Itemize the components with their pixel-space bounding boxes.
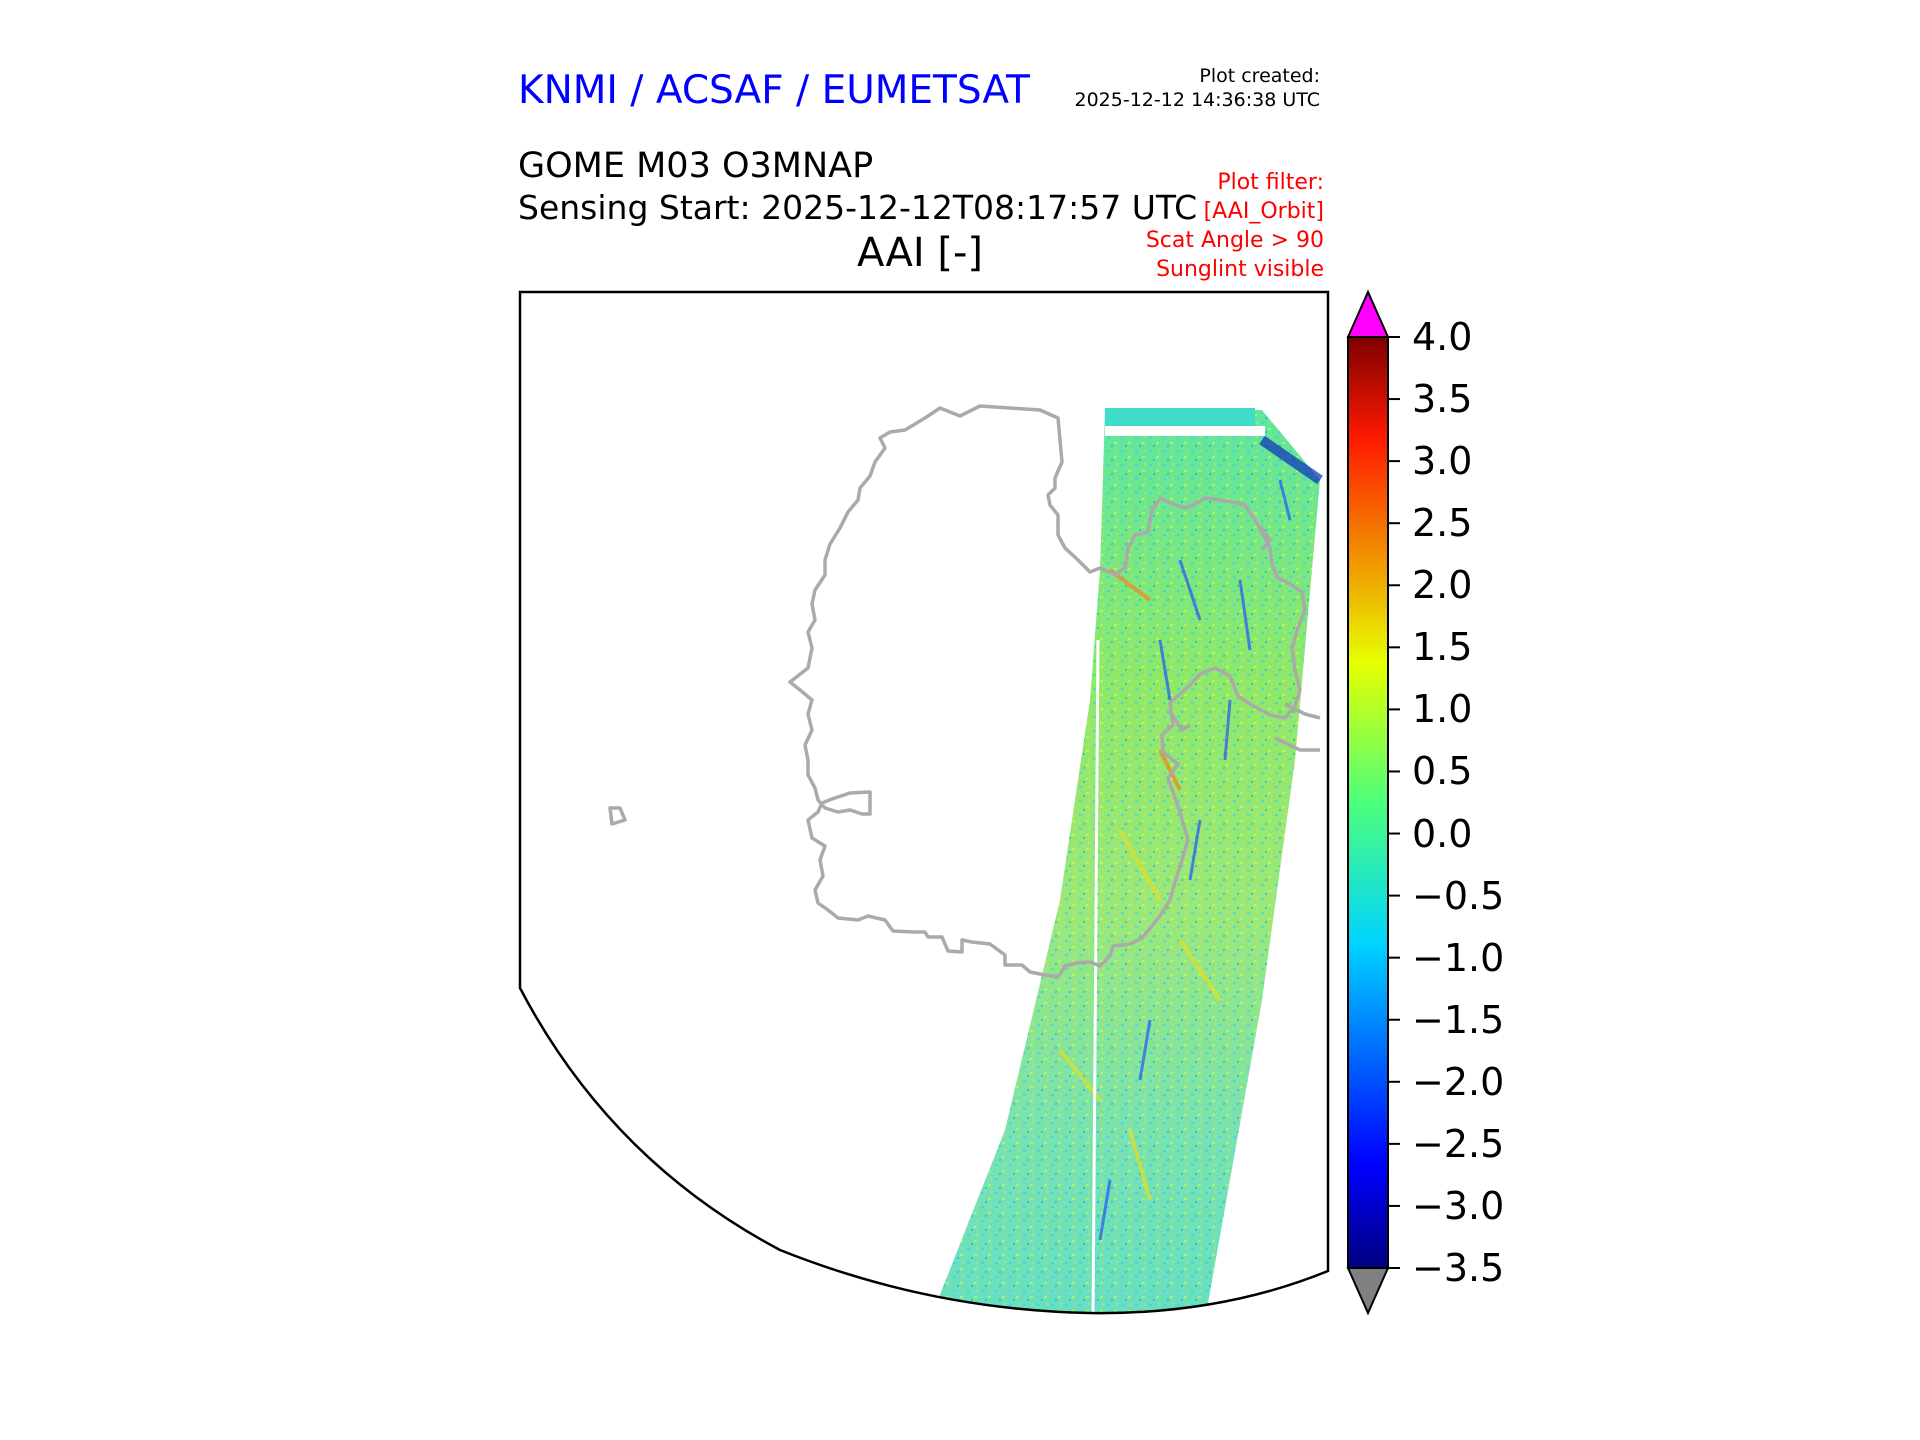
- colorbar-tick-label: −2.0: [1412, 1059, 1505, 1104]
- colorbar-tick-label: 3.0: [1412, 439, 1473, 484]
- plot-filter-line: [AAI_Orbit]: [1203, 199, 1324, 224]
- colorbar-tick-label: 1.0: [1412, 687, 1473, 732]
- colorbar-tick-label: 4.0: [1412, 315, 1473, 359]
- plot-created-time: 2025-12-12 14:36:38 UTC: [1074, 89, 1321, 111]
- colorbar-tick-label: −1.5: [1412, 997, 1505, 1042]
- colorbar-tick-label: −0.5: [1412, 873, 1505, 918]
- sensing-start: Sensing Start: 2025-12-12T08:17:57 UTC: [518, 188, 1198, 227]
- colorbar-tick-label: 3.5: [1412, 377, 1473, 422]
- colorbar-over-triangle: [1346, 289, 1390, 338]
- colorbar-tick-label: 2.0: [1412, 563, 1473, 608]
- organization-title: KNMI / ACSAF / EUMETSAT: [518, 68, 1030, 113]
- variable-title: AAI [-]: [857, 230, 983, 276]
- colorbar-tick-label: 2.5: [1412, 501, 1473, 546]
- map-frame: [518, 290, 1330, 1315]
- colorbar-tick-label: −3.5: [1412, 1246, 1505, 1290]
- plot-filter-line: Sunglint visible: [1156, 257, 1324, 282]
- product-name: GOME M03 O3MNAP: [518, 146, 874, 186]
- colorbar-tick-label: 0.5: [1412, 749, 1473, 794]
- colorbar-tick-label: −3.0: [1412, 1183, 1505, 1228]
- plot-created-label: Plot created:: [1199, 65, 1320, 87]
- plot-filter-label: Plot filter:: [1217, 170, 1324, 195]
- colorbar-gradient: [1348, 337, 1388, 1268]
- colorbar: [1346, 289, 1400, 1316]
- colorbar-under-triangle: [1346, 1267, 1390, 1316]
- data-swath: [930, 408, 1323, 1314]
- plot-filter-line: Scat Angle > 90: [1145, 228, 1324, 253]
- colorbar-tick-label: −2.5: [1412, 1121, 1505, 1166]
- colorbar-tick-label: 0.0: [1412, 811, 1473, 856]
- colorbar-tick-label: −1.0: [1412, 935, 1505, 980]
- coastline: [608, 404, 1321, 979]
- colorbar-tick-label: 1.5: [1412, 625, 1473, 670]
